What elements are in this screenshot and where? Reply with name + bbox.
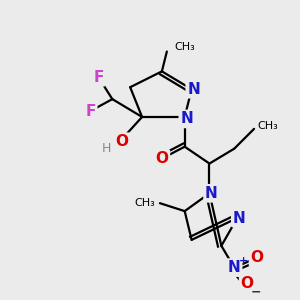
Text: CH₃: CH₃ [257,121,278,131]
Text: +: + [238,256,248,266]
Text: O: O [155,151,168,166]
Text: H: H [102,142,111,155]
Text: N: N [228,260,241,275]
Text: O: O [250,250,263,265]
Text: O: O [241,276,254,291]
Text: −: − [251,286,261,299]
Text: F: F [85,103,96,118]
Text: N: N [187,82,200,97]
Text: CH₃: CH₃ [175,42,196,52]
Text: F: F [93,70,103,85]
Text: N: N [180,111,193,126]
Text: N: N [233,211,246,226]
Text: CH₃: CH₃ [134,198,155,208]
Text: N: N [205,186,218,201]
Text: O: O [116,134,129,149]
